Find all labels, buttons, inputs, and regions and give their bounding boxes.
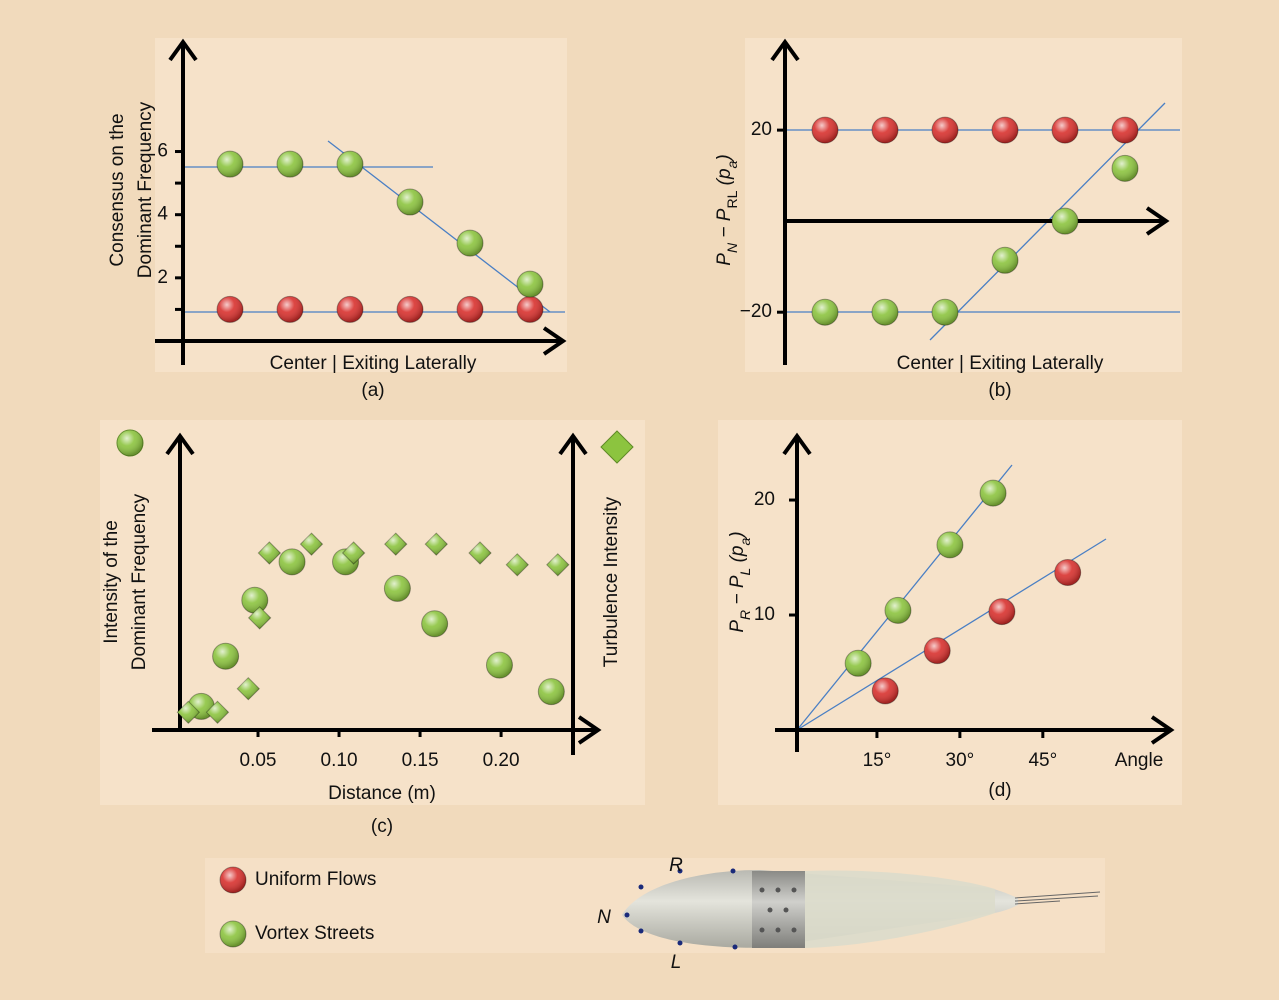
y-axis-label-part: − P — [727, 575, 748, 610]
marker-shine — [422, 611, 448, 637]
panel-bg — [745, 38, 1182, 372]
marker-shine — [457, 296, 483, 322]
marker-shine — [872, 117, 898, 143]
y-tick-label: 6 — [157, 141, 168, 162]
y-axis-label-part: a — [737, 538, 753, 546]
page: R N L Uniform Flows Vortex Streets 2 4 6 Co… — [0, 0, 1279, 1000]
y-axis-label-part: ) — [727, 531, 748, 539]
y-axis-label-part: − P — [714, 208, 735, 243]
marker-shine — [1112, 117, 1138, 143]
y-tick-label: 20 — [754, 489, 775, 510]
panel-bg — [718, 420, 1182, 805]
marker-shine — [517, 271, 543, 297]
sensor-band — [752, 871, 805, 948]
y-axis-label: Intensity of the — [101, 520, 122, 644]
y-tick-label: 10 — [754, 604, 775, 625]
marker-shine — [812, 299, 838, 325]
x-axis-label: Center | Exiting Laterally — [270, 353, 477, 374]
marker-shine — [992, 247, 1018, 273]
marker-shine — [992, 117, 1018, 143]
marker-shine — [980, 480, 1006, 506]
panel-label: (b) — [988, 380, 1011, 401]
panel-label: (d) — [988, 780, 1011, 801]
marker-shine — [937, 532, 963, 558]
marker-shine — [872, 299, 898, 325]
y-tick-label: 20 — [751, 119, 772, 140]
y-axis-label-part: (p — [714, 168, 735, 190]
y2-axis-label: Turbulence Intensity — [601, 496, 622, 667]
y-axis-label-part: L — [737, 568, 753, 576]
marker-shine — [1055, 559, 1081, 585]
marker-shine — [885, 597, 911, 623]
marker-shine — [872, 678, 898, 704]
panel-bg — [155, 38, 567, 372]
marker-shine — [213, 643, 239, 669]
marker-shine — [397, 296, 423, 322]
x-tick-label: 45° — [1028, 750, 1057, 771]
y-axis-label-part: P — [714, 253, 735, 266]
x-tick-label: 15° — [863, 750, 892, 771]
photo-label: N — [597, 907, 611, 928]
y-axis-label-part: a — [724, 160, 740, 168]
marker-shine — [812, 117, 838, 143]
marker-shine — [1052, 117, 1078, 143]
figure: R N L Uniform Flows Vortex Streets 2 4 6 Co… — [0, 0, 1279, 1000]
marker-shine — [517, 296, 543, 322]
marker-shine — [1052, 208, 1078, 234]
marker-shine — [932, 117, 958, 143]
y-axis-label: Dominant Frequency — [135, 101, 156, 278]
y-axis-label: Consensus on the — [107, 113, 128, 266]
marker-shine — [924, 638, 950, 664]
legend-label: Uniform Flows — [255, 869, 376, 890]
marker-shine — [932, 299, 958, 325]
marker-shine — [457, 230, 483, 256]
panel-label: (c) — [371, 816, 393, 837]
x-tick-label: 30° — [946, 750, 975, 771]
photo-label: L — [671, 952, 682, 973]
marker-shine — [397, 189, 423, 215]
y-axis-label-part: P — [727, 620, 748, 633]
x-tick-label: 0.20 — [483, 750, 520, 771]
y-axis-label: Dominant Frequency — [129, 493, 150, 670]
x-axis-label: Center | Exiting Laterally — [897, 353, 1104, 374]
marker-shine — [242, 587, 268, 613]
marker-shine — [384, 575, 410, 601]
marker-shine — [845, 650, 871, 676]
marker-shine — [486, 652, 512, 678]
legend-label: Vortex Streets — [255, 923, 374, 944]
x-tick-label: 0.15 — [402, 750, 439, 771]
marker-shine — [217, 151, 243, 177]
photo-label: R — [669, 855, 683, 876]
marker-shine — [217, 296, 243, 322]
marker-shine — [989, 599, 1015, 625]
y-tick-label: 4 — [157, 204, 168, 225]
x-tick-label: 0.05 — [240, 750, 277, 771]
marker-shine — [337, 296, 363, 322]
marker-shine — [337, 151, 363, 177]
y-axis-label-part: RL — [724, 190, 740, 208]
y-tick-label: 2 — [157, 267, 168, 288]
marker-shine — [277, 151, 303, 177]
marker-shine — [538, 679, 564, 705]
x-axis-label: Angle — [1115, 750, 1164, 771]
y-axis-label-part: R — [737, 610, 753, 620]
y-tick-label: −20 — [740, 301, 772, 322]
y-axis-label-part: (p — [727, 546, 748, 568]
marker-shine — [220, 867, 246, 893]
marker-shine — [117, 430, 143, 456]
marker-shine — [277, 296, 303, 322]
x-tick-label: 0.10 — [321, 750, 358, 771]
y-axis-label-part: ) — [714, 154, 735, 162]
marker-shine — [279, 549, 305, 575]
marker-shine — [220, 921, 246, 947]
panel-label: (a) — [361, 380, 384, 401]
marker-shine — [1112, 155, 1138, 181]
x-axis-label: Distance (m) — [328, 783, 436, 804]
